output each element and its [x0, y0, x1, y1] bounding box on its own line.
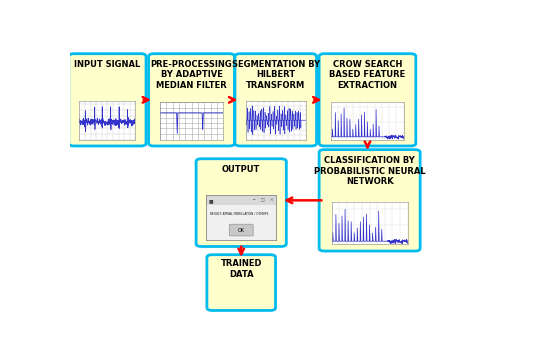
FancyBboxPatch shape: [235, 54, 316, 146]
FancyBboxPatch shape: [319, 54, 416, 146]
Text: CLASSIFICATION BY
PROBABILISTIC NEURAL
NETWORK: CLASSIFICATION BY PROBABILISTIC NEURAL N…: [314, 156, 426, 186]
FancyBboxPatch shape: [207, 255, 276, 310]
FancyBboxPatch shape: [69, 54, 146, 146]
Text: CROW SEARCH
BASED FEATURE
EXTRACTION: CROW SEARCH BASED FEATURE EXTRACTION: [329, 60, 405, 90]
Text: INPUT SIGNAL: INPUT SIGNAL: [74, 60, 140, 69]
Text: PRE-PROCESSING
BY ADAPTIVE
MEDIAN FILTER: PRE-PROCESSING BY ADAPTIVE MEDIAN FILTER: [151, 60, 232, 90]
Text: OUTPUT: OUTPUT: [222, 165, 261, 174]
Text: TRAINED
DATA: TRAINED DATA: [221, 260, 262, 279]
Text: SEGMENTATION BY
HILBERT
TRANSFORM: SEGMENTATION BY HILBERT TRANSFORM: [232, 60, 320, 90]
FancyBboxPatch shape: [319, 150, 420, 251]
FancyBboxPatch shape: [149, 54, 234, 146]
FancyBboxPatch shape: [196, 159, 286, 246]
